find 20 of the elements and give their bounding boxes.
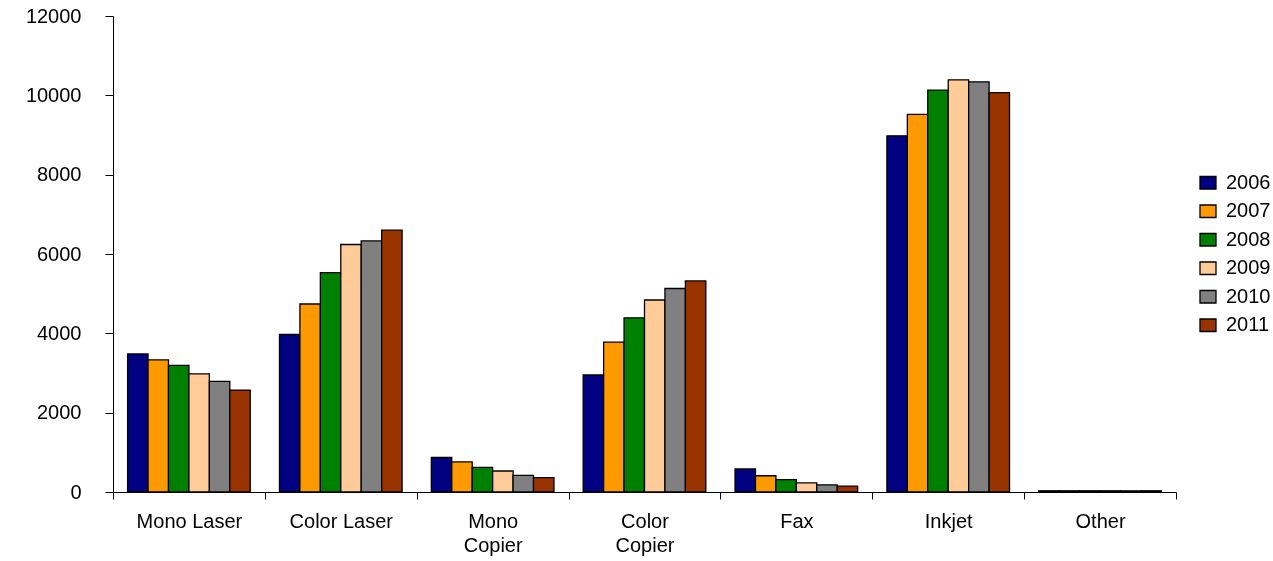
x-tick-label: Color Laser xyxy=(289,509,394,532)
legend-label: 2010 xyxy=(1226,284,1271,307)
x-tick-label: Inkjet xyxy=(924,509,974,532)
legend-label: 2008 xyxy=(1226,227,1271,250)
x-tick-label: Fax xyxy=(780,509,814,532)
y-tick-label: 12000 xyxy=(25,4,82,27)
legend-label: 2011 xyxy=(1226,313,1270,336)
y-tick-label: 4000 xyxy=(37,321,82,344)
y-tick-label: 0 xyxy=(70,480,82,503)
y-tick-label: 2000 xyxy=(37,401,82,424)
legend-label: 2009 xyxy=(1226,256,1271,279)
y-tick-label: 6000 xyxy=(37,242,82,265)
x-tick-label: Mono Laser xyxy=(136,509,243,532)
legend-label: 2007 xyxy=(1226,199,1271,222)
x-tick-label: Other xyxy=(1075,509,1126,532)
y-tick-label: 10000 xyxy=(25,83,82,106)
y-tick-label: 8000 xyxy=(37,163,82,186)
legend-label: 2006 xyxy=(1226,170,1271,193)
x-tick-label: Mono Copier xyxy=(463,509,523,556)
x-tick-label: Color Copier xyxy=(615,509,675,556)
